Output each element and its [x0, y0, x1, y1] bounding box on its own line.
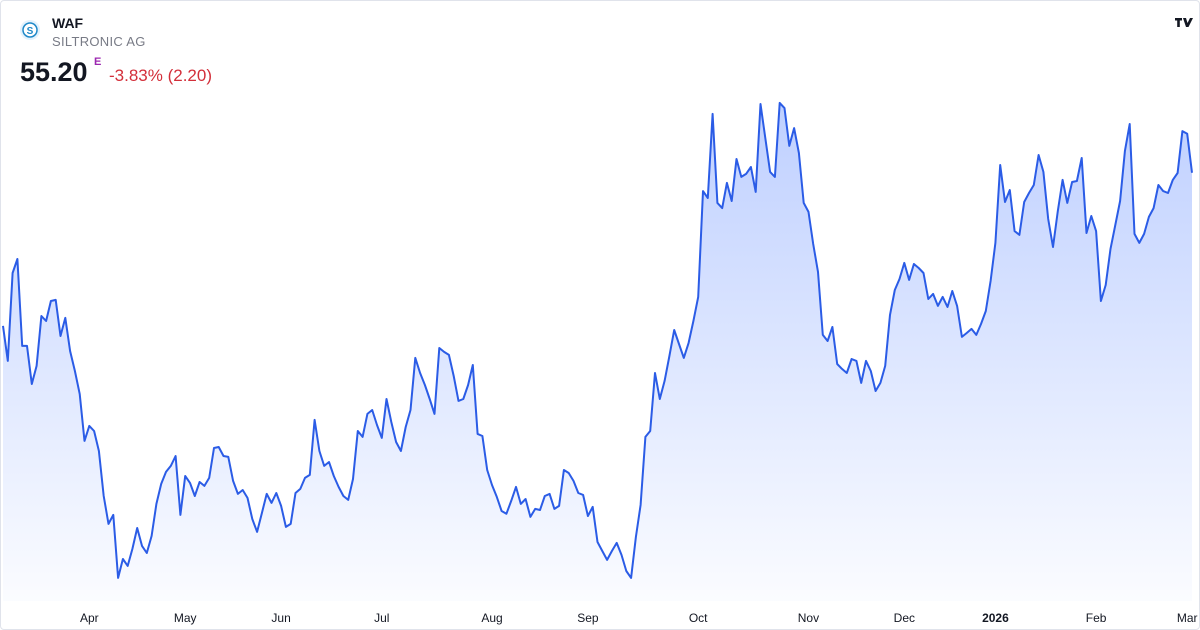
symbol: WAF	[52, 15, 84, 31]
flag: E	[94, 56, 102, 68]
company-name: SILTRONIC AG	[52, 34, 146, 49]
area-fill	[3, 102, 1192, 602]
x-tick-label: Jun	[271, 611, 290, 625]
x-tick-label: May	[174, 611, 197, 625]
price-line	[2, 101, 1193, 579]
x-tick-label: Mar	[1177, 611, 1198, 625]
brand-logo[interactable]	[1169, 9, 1199, 35]
x-tick-label: Aug	[481, 611, 502, 625]
x-tick-label: 2026	[982, 611, 1009, 625]
price: 55.20	[20, 57, 88, 87]
x-tick-label: Sep	[577, 611, 599, 625]
x-tick-label: Apr	[80, 611, 99, 625]
x-tick-label: Feb	[1086, 611, 1107, 625]
x-tick-label: Nov	[798, 611, 819, 625]
x-tick-label: Dec	[894, 611, 915, 625]
x-tick-label: Oct	[689, 611, 708, 625]
price-change: -3.83% (2.20)	[109, 66, 212, 85]
x-tick-label: Jul	[374, 611, 389, 625]
svg-text:S: S	[27, 26, 34, 37]
logo: S	[20, 20, 40, 40]
